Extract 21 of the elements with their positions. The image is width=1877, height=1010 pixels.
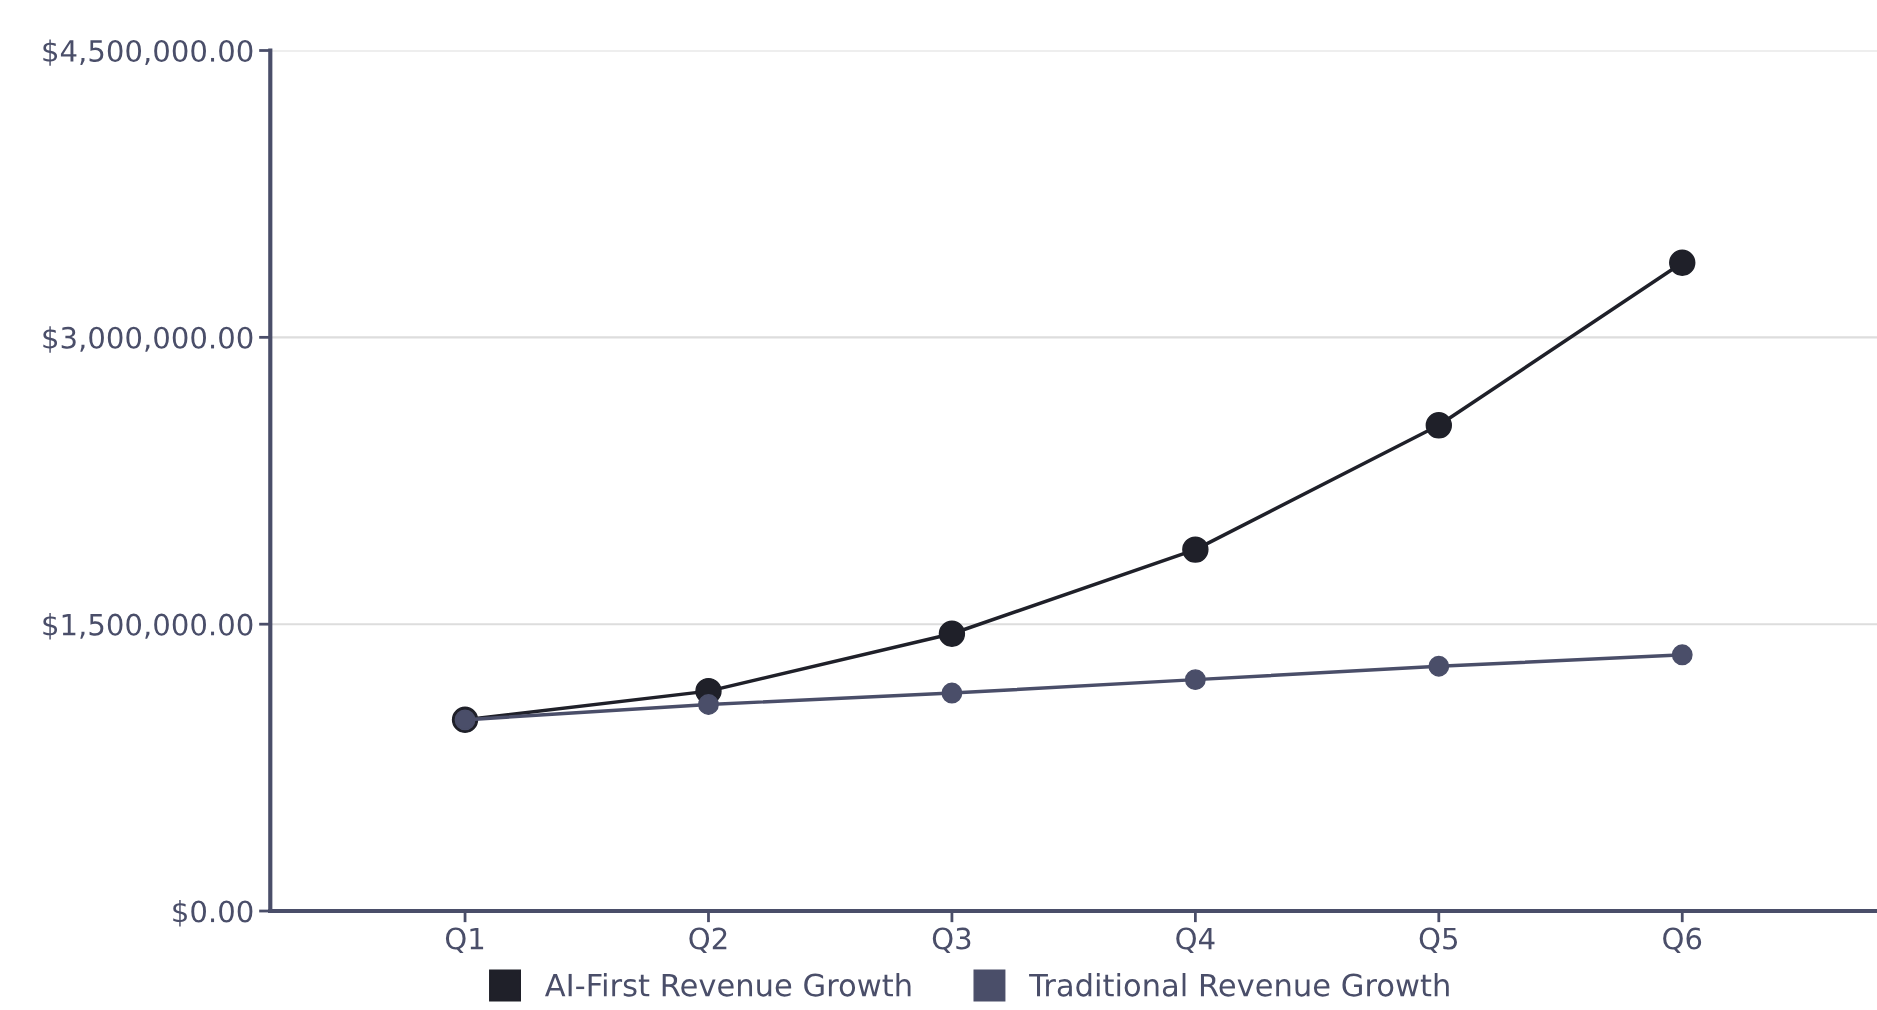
legend-label: AI-First Revenue Growth: [544, 972, 911, 997]
y-tick-label: $1,500,000.00: [43, 613, 253, 640]
y-tick-label: $4,500,000.00: [43, 39, 253, 66]
x-tick-label: Q6: [1663, 927, 1702, 953]
point: [1182, 536, 1209, 563]
x-tick-label: Q4: [1176, 927, 1215, 953]
x-tick-label: Q3: [932, 927, 971, 953]
x-tick-label: Q5: [1419, 927, 1458, 953]
point: [698, 694, 719, 715]
point: [938, 620, 966, 647]
y-tick-label: $0.00: [173, 899, 253, 927]
point: [941, 682, 963, 704]
legend-label: Traditional Revenue Growth: [1029, 972, 1449, 997]
x-tick-label: Q1: [445, 927, 484, 953]
y-tick-label: $3,000,000.00: [43, 326, 253, 353]
x-tick-label: Q2: [689, 927, 727, 953]
point: [1425, 412, 1453, 439]
point: [1671, 644, 1693, 666]
point: [1669, 249, 1696, 276]
point: [1428, 655, 1450, 677]
point: [1184, 669, 1206, 691]
